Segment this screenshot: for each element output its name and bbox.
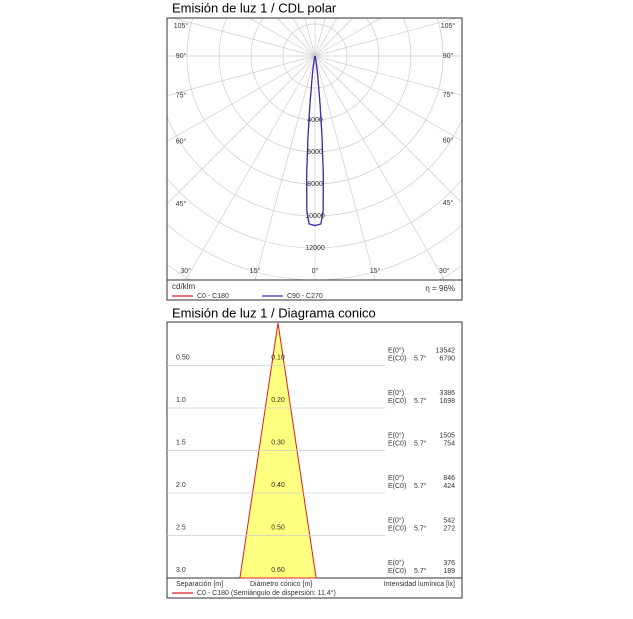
polar-data: 4000 6000 8000 10000 12000	[305, 55, 325, 252]
grid-spoke	[314, 55, 376, 280]
series-line	[306, 55, 324, 227]
e0-value: 846	[443, 475, 455, 482]
e0-label: E(0°)	[388, 516, 404, 524]
unit-label: cd/klm	[172, 282, 195, 291]
grid-spoke	[314, 55, 445, 280]
grid-spoke	[248, 18, 316, 57]
diameter-value: 0.50	[271, 524, 285, 531]
ec0-label: E(C0)	[388, 483, 406, 490]
e0-value: 1505	[439, 432, 455, 439]
half-angle: 5.7°	[414, 567, 427, 575]
angle-tick-label: 90°	[176, 52, 187, 60]
polar-legend-box	[166, 279, 463, 301]
separation-value: 1.0	[176, 397, 186, 404]
r-tick-label: 4000	[307, 117, 323, 124]
ec0-value: 424	[443, 483, 455, 490]
e0-label: E(0°)	[388, 559, 404, 567]
angle-tick-label: 75°	[443, 91, 454, 99]
angle-tick-label: 30°	[180, 267, 191, 275]
e0-label: E(0°)	[388, 431, 404, 439]
diameter-label: Diámetro cónico [m]	[250, 581, 312, 588]
ec0-label: E(C0)	[388, 440, 406, 447]
angle-tick-label: 90°	[443, 52, 454, 60]
grid-spoke	[167, 55, 316, 97]
legend-label: C0 - C180	[197, 293, 229, 300]
grid-spoke	[314, 18, 459, 57]
e0-value: 542	[443, 517, 455, 524]
angle-tick-label: 60°	[443, 137, 454, 145]
diameter-value: 0.20	[271, 397, 285, 404]
grid-spoke	[167, 55, 316, 205]
angle-tick-label: 45°	[443, 199, 454, 207]
e0-label: E(0°)	[388, 346, 404, 354]
grid-spoke	[167, 55, 316, 142]
separation-value: 0.50	[176, 354, 190, 361]
r-tick-label: 6000	[307, 149, 323, 156]
separation-label: Separación [m]	[176, 581, 223, 588]
half-angle: 5.7°	[414, 482, 427, 490]
r-tick-label: 12000	[305, 245, 325, 252]
angle-tick-label: 75°	[176, 92, 187, 100]
angle-tick-label: 105°	[441, 22, 456, 30]
half-angle: 5.7°	[414, 397, 427, 405]
ec0-value: 1698	[439, 398, 455, 405]
angle-tick-label: 30°	[439, 267, 450, 275]
grid-spoke	[171, 18, 316, 57]
cone-title: Emisión de luz 1 / Diagrama conico	[172, 305, 376, 320]
half-angle: 5.7°	[414, 439, 427, 447]
legend-label: C0 - C180 (Semiángulo de dispersión: 11.…	[197, 589, 336, 597]
e0-label: E(0°)	[388, 474, 404, 482]
polar-title: Emisión de luz 1 / CDL polar	[172, 0, 337, 15]
grid-spoke	[314, 55, 462, 96]
grid-spoke	[314, 18, 382, 57]
efficiency: η = 96%	[425, 284, 455, 293]
half-angle: 5.7°	[414, 354, 427, 362]
angle-tick-label: 45°	[176, 200, 187, 208]
ec0-value: 189	[443, 568, 455, 575]
diameter-value: 0.40	[271, 482, 285, 489]
separation-value: 2.0	[176, 482, 186, 489]
grid-spoke	[314, 55, 462, 142]
ec0-label: E(C0)	[388, 568, 406, 575]
grid-spoke	[254, 55, 316, 280]
diameter-value: 0.60	[271, 567, 285, 574]
ec0-value: 754	[443, 440, 455, 447]
separation-value: 3.0	[176, 567, 186, 574]
separation-value: 1.5	[176, 439, 186, 446]
e0-value: 376	[443, 560, 455, 567]
r-tick-label: 8000	[307, 181, 323, 188]
grid-spoke	[314, 18, 354, 57]
ec0-value: 272	[443, 525, 455, 532]
grid-spoke	[314, 55, 462, 204]
e0-label: E(0°)	[388, 389, 404, 397]
e0-value: 3386	[439, 390, 455, 397]
ec0-label: E(C0)	[388, 525, 406, 532]
polar-grid	[167, 18, 462, 280]
legend-label: C90 - C270	[287, 293, 323, 300]
angle-tick-label: 15°	[370, 267, 381, 275]
ec0-label: E(C0)	[388, 398, 406, 405]
separation-value: 2.5	[176, 524, 186, 531]
angle-tick-label: 15°	[250, 267, 261, 275]
diameter-value: 0.10	[271, 354, 285, 361]
angle-tick-label: 60°	[176, 137, 187, 145]
illuminance-label: Intensidad lumínica [lx]	[384, 581, 455, 588]
r-tick-label: 10000	[305, 213, 325, 220]
angle-tick-label: 105°	[174, 22, 189, 30]
half-angle: 5.7°	[414, 524, 427, 532]
grid-spoke	[185, 55, 316, 280]
e0-value: 13542	[436, 347, 456, 354]
ec0-label: E(C0)	[388, 355, 406, 362]
ec0-value: 6790	[439, 355, 455, 362]
angle-tick-label: 0°	[312, 267, 319, 275]
diameter-value: 0.30	[271, 439, 285, 446]
